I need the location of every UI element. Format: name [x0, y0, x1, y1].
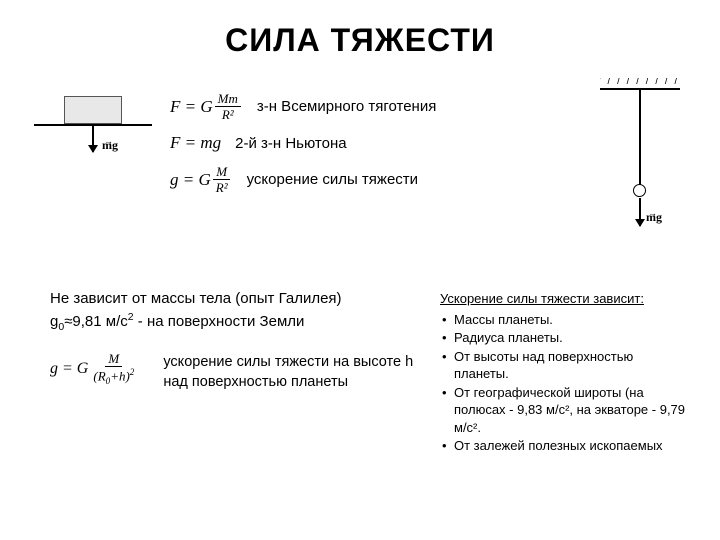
formula-g: g = G M R² ускорение силы тяжести — [170, 165, 470, 194]
list-item: Радиуса планеты. — [440, 329, 690, 347]
g0-value: g0≈9,81 м/с2 - на поверхности Земли — [50, 310, 430, 335]
depends-block: Ускорение силы тяжести зависит: Массы пл… — [440, 290, 690, 456]
depends-list: Массы планеты. Радиуса планеты. От высот… — [440, 311, 690, 455]
list-item: Массы планеты. — [440, 311, 690, 329]
formula-newton2: F = mg 2-й з-н Ньютона — [170, 133, 470, 153]
formula-h-desc2: над поверхностью планеты — [163, 372, 413, 392]
depends-header: Ускорение силы тяжести зависит: — [440, 290, 690, 308]
mid-text-block: Не зависит от массы тела (опыт Галилея) … — [50, 288, 430, 335]
page-title: СИЛА ТЯЖЕСТИ — [0, 0, 720, 69]
pendulum-bob — [633, 184, 646, 197]
formula-h-desc1: ускорение силы тяжести на высоте h — [163, 352, 413, 372]
independent-of-mass: Не зависит от массы тела (опыт Галилея) — [50, 288, 430, 310]
formula-gravitation: F = G Mm R² з-н Всемирного тяготения — [170, 92, 470, 121]
mg-label: → mg — [102, 138, 118, 153]
pendulum-diagram: → mg — [600, 88, 680, 258]
ceiling-hatch — [600, 78, 680, 88]
block-on-surface-diagram: → mg — [34, 96, 154, 166]
block-rect — [64, 96, 122, 124]
gravity-arrow — [92, 126, 94, 152]
formula-g-at-height: g = G M (R0+h)2 ускорение силы тяжести н… — [50, 352, 450, 393]
list-item: От залежей полезных ископаемых — [440, 437, 690, 455]
list-item: От географической широты (на полюсах - 9… — [440, 384, 690, 437]
pendulum-string — [639, 90, 641, 186]
formula-block: F = G Mm R² з-н Всемирного тяготения F =… — [170, 92, 470, 206]
pendulum-gravity-arrow — [639, 198, 641, 226]
pendulum-mg-label: → mg — [646, 210, 662, 225]
list-item: От высоты над поверхностью планеты. — [440, 348, 690, 383]
